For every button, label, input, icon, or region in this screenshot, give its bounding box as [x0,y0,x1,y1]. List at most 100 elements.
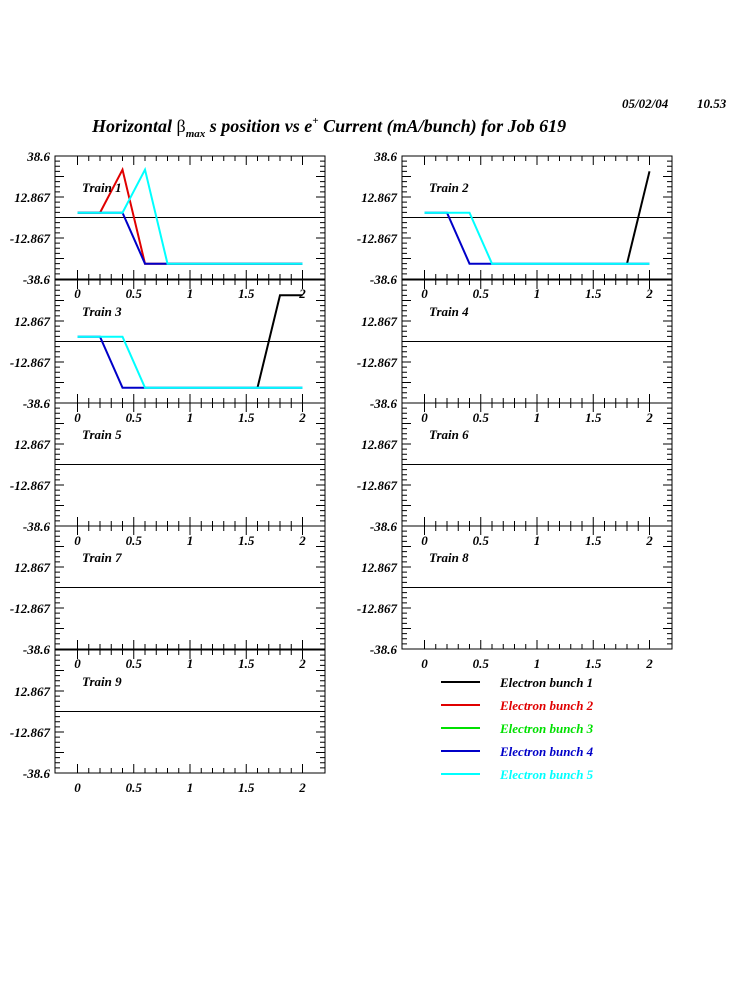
title-beta: β [177,116,186,136]
panel-label: Train 8 [429,550,469,565]
x-tick-label: 2 [298,286,306,301]
y-tick-label: -38.6 [370,519,398,534]
x-tick-label: 1 [187,780,194,795]
x-tick-label: 0 [421,656,428,671]
y-tick-label: 38.6 [373,149,397,164]
x-tick-label: 0 [421,286,428,301]
legend-label: Electron bunch 1 [499,675,593,690]
panel-train-9: 12.867 -12.867 -38.6 0 0.5 1 1.5 2 Train 9 [10,649,326,795]
panel-label: Train 7 [82,550,122,565]
y-tick-label: -12.867 [357,601,398,616]
x-tick-label: 1 [187,533,194,548]
x-tick-label: 0.5 [126,780,143,795]
panel-label: Train 9 [82,674,122,689]
legend-label: Electron bunch 5 [499,767,594,782]
x-tick-label: 2 [645,656,653,671]
panel-train-8: 12.867 -12.867 -38.6 0 0.5 1 1.5 2 Train 8 [357,525,673,671]
panel-train-4: 12.867 -12.867 -38.6 0 0.5 1 1.5 2 Train 4 [357,279,673,425]
x-tick-label: 0 [421,533,428,548]
x-tick-label: 0.5 [126,410,143,425]
x-tick-label: 0.5 [473,656,490,671]
x-tick-label: 2 [645,410,653,425]
legend-item-bunch-1: Electron bunch 1 [441,675,593,690]
series-line-bunch-5 [77,335,303,389]
y-tick-label: -38.6 [23,766,51,781]
y-tick-label: 12.867 [361,437,397,452]
x-tick-label: 2 [298,656,306,671]
y-tick-label: -38.6 [23,396,51,411]
legend-item-bunch-2: Electron bunch 2 [441,698,594,713]
y-tick-label: -12.867 [10,355,51,370]
x-tick-label: 0 [74,410,81,425]
x-tick-label: 0.5 [473,533,490,548]
panel-train-1: 38.6 12.867 -12.867 -38.6 0 0.5 1 1.5 2 Train 1 [10,149,326,301]
panel-train-5: 12.867 -12.867 -38.6 0 0.5 1 1.5 2 Train 5 [10,402,326,548]
x-tick-label: 1.5 [238,780,255,795]
series-line-bunch-4 [424,211,650,265]
title-sup: + [312,115,318,127]
y-tick-label: -12.867 [10,725,51,740]
x-tick-label: 1.5 [585,656,602,671]
y-tick-label: -38.6 [370,642,398,657]
x-tick-label: 1 [534,410,541,425]
x-tick-label: 0 [74,533,81,548]
y-tick-label: -12.867 [10,231,51,246]
y-tick-label: -38.6 [23,519,51,534]
x-tick-label: 0 [421,410,428,425]
y-tick-label: 12.867 [14,314,50,329]
y-tick-label: -38.6 [370,272,398,287]
x-tick-label: 2 [298,780,306,795]
x-tick-label: 1 [187,286,194,301]
panel-label: Train 1 [82,180,122,195]
x-tick-label: 0.5 [473,286,490,301]
y-tick-label: -38.6 [23,642,51,657]
y-tick-label: 12.867 [361,314,397,329]
title-mid: s position vs e [205,116,312,136]
x-tick-label: 0 [74,286,81,301]
series-line-bunch-4 [77,211,303,265]
series-line-bunch-1 [256,294,303,388]
x-tick-label: 1.5 [238,656,255,671]
y-tick-label: -12.867 [357,231,398,246]
title-sub: max [186,128,206,140]
x-tick-label: 0.5 [126,656,143,671]
series-line-bunch-5 [424,211,650,265]
x-tick-label: 1 [534,656,541,671]
y-tick-label: 38.6 [26,149,50,164]
series-line-bunch-5 [77,166,303,265]
x-tick-label: 0.5 [126,533,143,548]
y-tick-label: -12.867 [10,601,51,616]
x-tick-label: 2 [298,410,306,425]
y-tick-label: -38.6 [23,272,51,287]
title-suffix: Current (mA/bunch) for Job 619 [319,116,567,137]
x-tick-label: 1 [187,410,194,425]
x-tick-label: 0.5 [473,410,490,425]
y-tick-label: 12.867 [14,684,50,699]
y-tick-label: 12.867 [361,560,397,575]
x-tick-label: 1.5 [238,533,255,548]
legend-item-bunch-4: Electron bunch 4 [441,744,594,759]
time-label: 10.53 [697,96,727,111]
legend-label: Electron bunch 2 [499,698,594,713]
y-tick-label: -12.867 [357,478,398,493]
y-tick-label: 12.867 [14,560,50,575]
chart-title: Horizontal βmax s position vs e+ Current… [91,115,566,140]
x-tick-label: 2 [645,286,653,301]
panel-label: Train 3 [82,304,122,319]
series-line-bunch-1 [626,171,651,264]
panel-train-3: 12.867 -12.867 -38.6 0 0.5 1 1.5 2 Train 3 [10,279,326,425]
legend-item-bunch-3: Electron bunch 3 [441,721,594,736]
x-tick-label: 1 [187,656,194,671]
x-tick-label: 1.5 [238,410,255,425]
panel-label: Train 5 [82,427,122,442]
y-tick-label: 12.867 [361,190,397,205]
legend-label: Electron bunch 3 [499,721,594,736]
title-prefix: Horizontal [91,116,177,136]
panel-label: Train 4 [429,304,469,319]
x-tick-label: 0.5 [126,286,143,301]
panel-train-2: 38.6 12.867 -12.867 -38.6 0 0.5 1 1.5 2 Train 2 [357,149,673,301]
x-tick-label: 2 [298,533,306,548]
panel-train-7: 12.867 -12.867 -38.6 0 0.5 1 1.5 2 Train 7 [10,525,326,671]
x-tick-label: 1.5 [585,533,602,548]
